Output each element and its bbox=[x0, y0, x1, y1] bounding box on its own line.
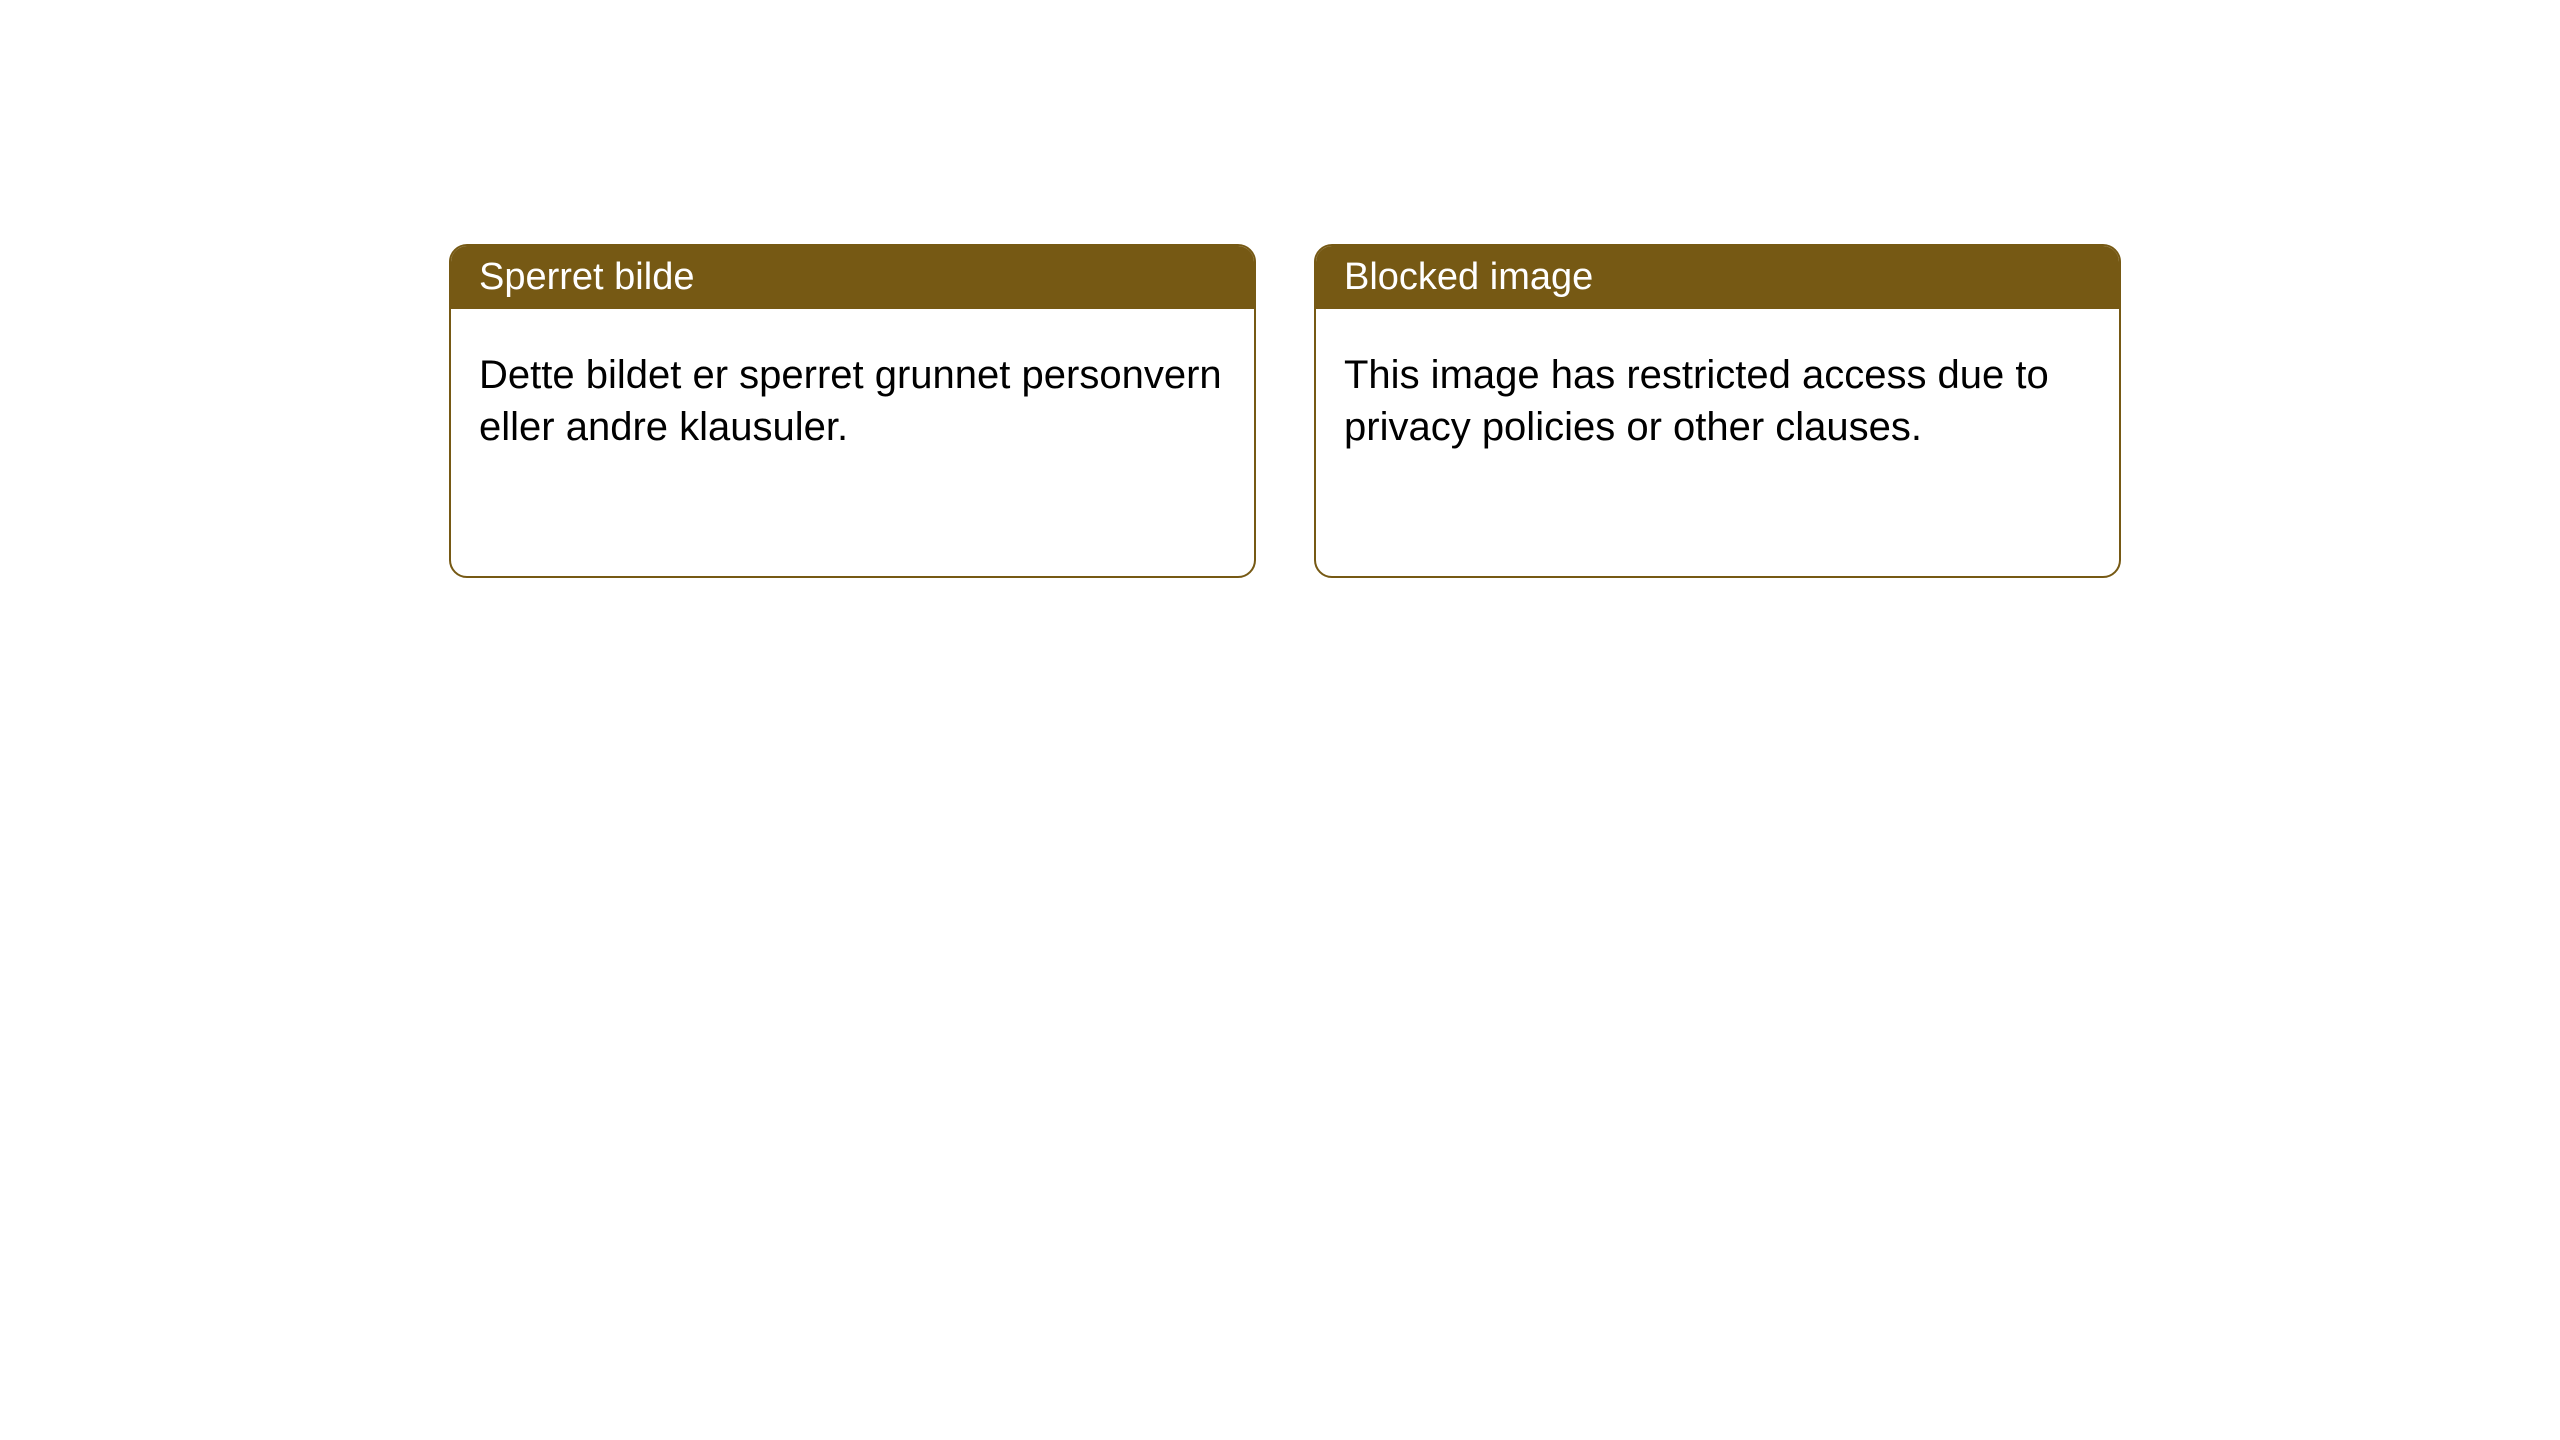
notice-title-text: Blocked image bbox=[1344, 256, 1593, 298]
notice-body-text: This image has restricted access due to … bbox=[1344, 353, 2049, 449]
notice-container: Sperret bilde Dette bildet er sperret gr… bbox=[449, 244, 2121, 578]
notice-body: Dette bildet er sperret grunnet personve… bbox=[451, 309, 1254, 493]
notice-body: This image has restricted access due to … bbox=[1316, 309, 2119, 493]
notice-header: Sperret bilde bbox=[451, 246, 1254, 309]
notice-header: Blocked image bbox=[1316, 246, 2119, 309]
notice-body-text: Dette bildet er sperret grunnet personve… bbox=[479, 353, 1222, 449]
notice-card-english: Blocked image This image has restricted … bbox=[1314, 244, 2121, 578]
notice-title-text: Sperret bilde bbox=[479, 256, 694, 298]
notice-card-norwegian: Sperret bilde Dette bildet er sperret gr… bbox=[449, 244, 1256, 578]
